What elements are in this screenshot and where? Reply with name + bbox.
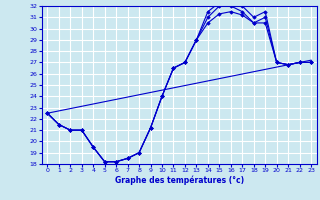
- X-axis label: Graphe des températures (°c): Graphe des températures (°c): [115, 176, 244, 185]
